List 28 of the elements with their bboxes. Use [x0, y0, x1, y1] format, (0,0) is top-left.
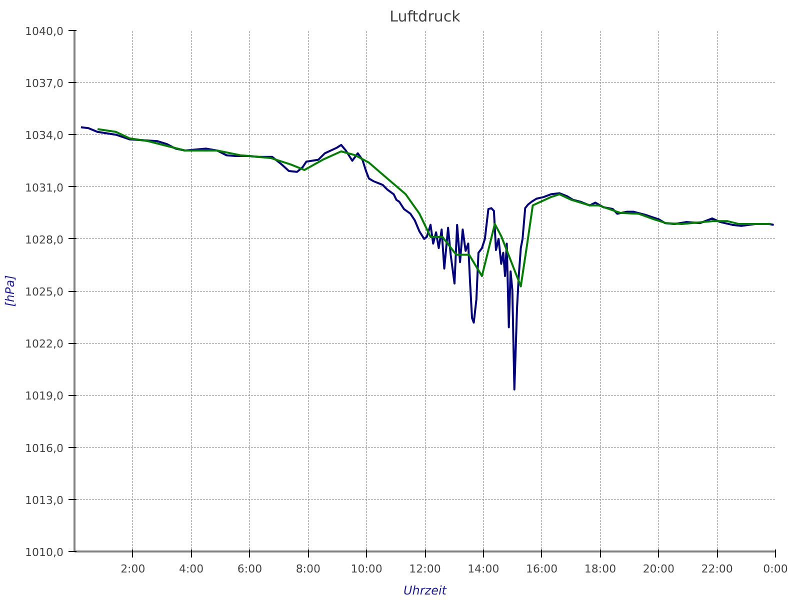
x-tick-label: 16:00: [526, 562, 558, 576]
line-series: [96, 128, 772, 288]
y-tick-label: 1040,0: [25, 25, 64, 38]
x-tick-label: 14:00: [468, 562, 500, 576]
y-tick-label: 1019,0: [25, 390, 64, 403]
x-tick-label: 0:00: [763, 562, 788, 576]
y-tick-label: 1016,0: [25, 442, 64, 455]
x-tick-label: 8:00: [296, 562, 321, 576]
x-tick-label: 2:00: [120, 562, 146, 576]
y-tick-label: 1022,0: [25, 338, 64, 351]
y-tick-label: 1013,0: [25, 494, 64, 507]
x-axis-title: Uhrzeit: [403, 584, 448, 598]
x-tick-label: 22:00: [701, 562, 733, 576]
y-tick-label: 1034,0: [25, 129, 64, 142]
y-tick-label: 1028,0: [25, 233, 64, 246]
y-tick-label: 1010,0: [25, 546, 64, 559]
x-tick-label: 10:00: [350, 562, 382, 576]
x-tick-label: 12:00: [409, 562, 441, 576]
chart-title: Luftdruck: [390, 8, 461, 26]
x-tick-label: 18:00: [584, 562, 616, 576]
y-tick-label: 1025,0: [25, 286, 64, 298]
x-tick-label: 4:00: [178, 562, 204, 576]
y-tick-label: 1031,0: [25, 181, 64, 194]
x-tick-label: 20:00: [642, 562, 675, 576]
y-tick-label: 1037,0: [25, 77, 64, 90]
line-series: [80, 126, 775, 390]
y-axis-title: [hPa]: [3, 274, 18, 307]
x-tick-label: 6:00: [237, 562, 262, 576]
